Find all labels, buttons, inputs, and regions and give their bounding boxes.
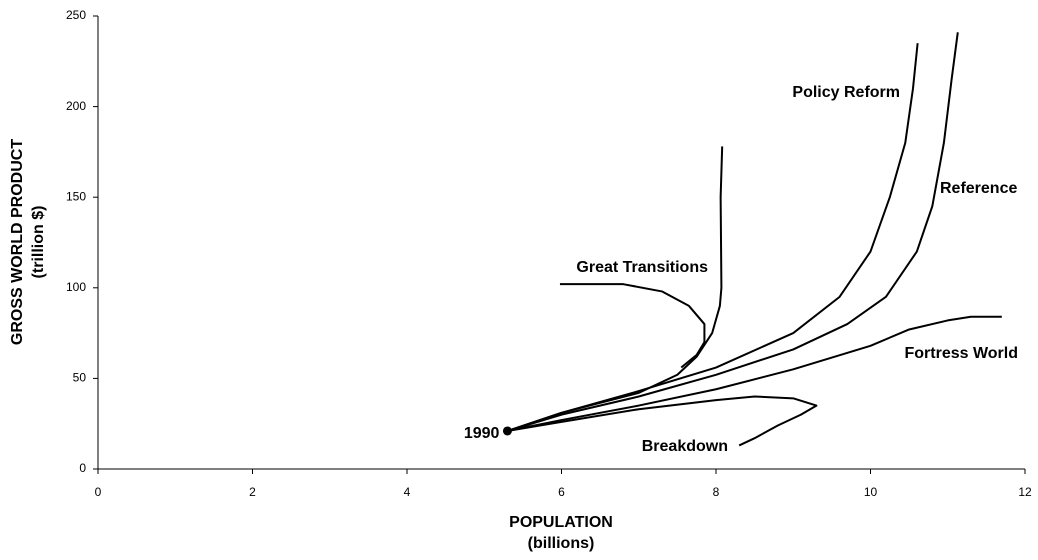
y-tick-label: 150 bbox=[66, 189, 86, 203]
y-tick-label: 0 bbox=[79, 461, 86, 475]
series-label: Great Transitions bbox=[576, 259, 708, 276]
series-line bbox=[507, 32, 959, 432]
x-tick-label: 0 bbox=[95, 485, 102, 499]
start-label: 1990 bbox=[464, 425, 500, 442]
series-label: Fortress World bbox=[905, 345, 1019, 362]
y-axis-label: GROSS WORLD PRODUCT bbox=[9, 139, 26, 345]
start-point bbox=[502, 426, 512, 436]
series-line bbox=[507, 395, 818, 447]
x-axis-label: POPULATION bbox=[509, 514, 613, 531]
series-line bbox=[507, 146, 724, 432]
y-axis-label: (trillion $) bbox=[30, 206, 47, 279]
x-tick-label: 6 bbox=[558, 485, 565, 499]
x-tick-label: 10 bbox=[864, 485, 878, 499]
series-line bbox=[559, 283, 706, 369]
x-tick-label: 8 bbox=[713, 485, 720, 499]
series-label: Policy Reform bbox=[792, 84, 900, 101]
y-tick-label: 200 bbox=[66, 99, 86, 113]
y-tick-label: 250 bbox=[66, 8, 86, 22]
x-tick-label: 4 bbox=[404, 485, 411, 499]
x-tick-label: 12 bbox=[1018, 485, 1032, 499]
series-label: Breakdown bbox=[642, 438, 728, 455]
y-tick-label: 100 bbox=[66, 280, 86, 294]
series-line bbox=[507, 43, 919, 432]
series-line bbox=[507, 315, 1002, 432]
y-tick-label: 50 bbox=[73, 371, 87, 385]
x-axis-label: (billions) bbox=[528, 535, 595, 552]
x-tick-label: 2 bbox=[249, 485, 256, 499]
series-label: Reference bbox=[940, 180, 1017, 197]
